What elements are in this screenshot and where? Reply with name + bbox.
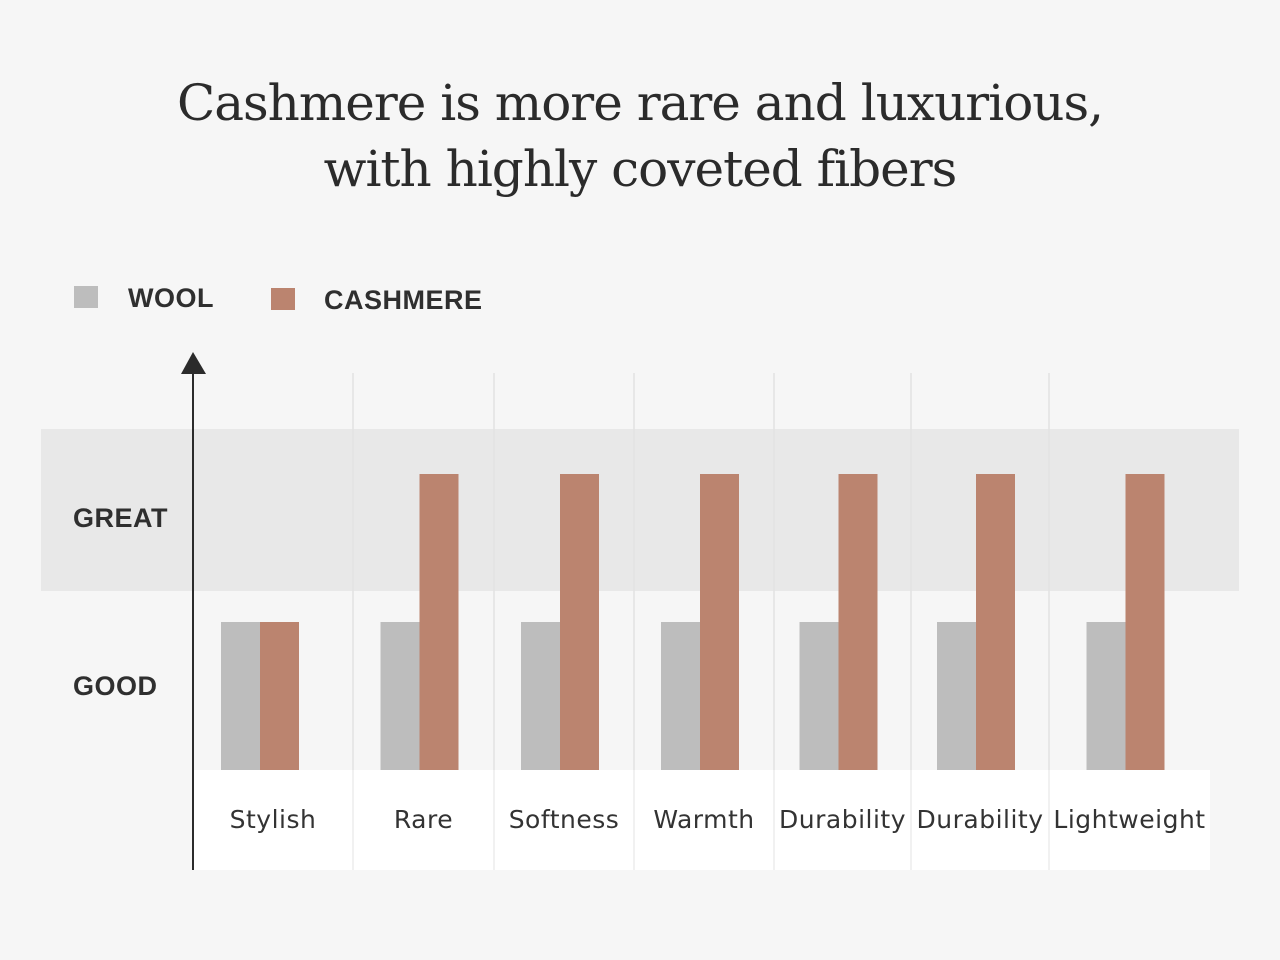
legend-swatch	[74, 286, 98, 308]
wool-bar	[521, 622, 560, 770]
category-label: Softness	[509, 805, 620, 834]
title-line-2: with highly coveted fibers	[323, 140, 958, 198]
category-label: Durability	[917, 805, 1044, 834]
great-band	[41, 429, 1239, 591]
wool-bar	[937, 622, 976, 770]
cashmere-bar	[700, 474, 739, 770]
title-line-1: Cashmere is more rare and luxurious,	[176, 74, 1104, 132]
wool-bar	[1086, 622, 1126, 770]
legend-swatch	[271, 288, 295, 310]
cashmere-bar	[838, 474, 878, 770]
cashmere-bar	[1125, 474, 1165, 770]
category-label: Warmth	[653, 805, 754, 834]
cashmere-bar	[560, 474, 599, 770]
cashmere-bar	[976, 474, 1015, 770]
wool-bar	[799, 622, 839, 770]
category-label: Rare	[394, 805, 453, 834]
wool-bar	[661, 622, 700, 770]
cashmere-bar	[419, 474, 459, 770]
y-level-label: GREAT	[73, 503, 168, 533]
legend-label: CASHMERE	[324, 285, 483, 315]
legend-label: WOOL	[128, 283, 214, 313]
chart-title: Cashmere is more rare and luxurious, wit…	[0, 70, 1280, 202]
wool-bar	[221, 622, 260, 770]
y-axis-arrow-icon	[181, 352, 206, 374]
category-strip	[193, 770, 1210, 870]
category-label: Lightweight	[1053, 805, 1205, 834]
category-label: Durability	[779, 805, 906, 834]
y-level-label: GOOD	[73, 671, 158, 701]
wool-bar	[380, 622, 420, 770]
category-label: Stylish	[230, 805, 317, 834]
cashmere-bar	[260, 622, 299, 770]
